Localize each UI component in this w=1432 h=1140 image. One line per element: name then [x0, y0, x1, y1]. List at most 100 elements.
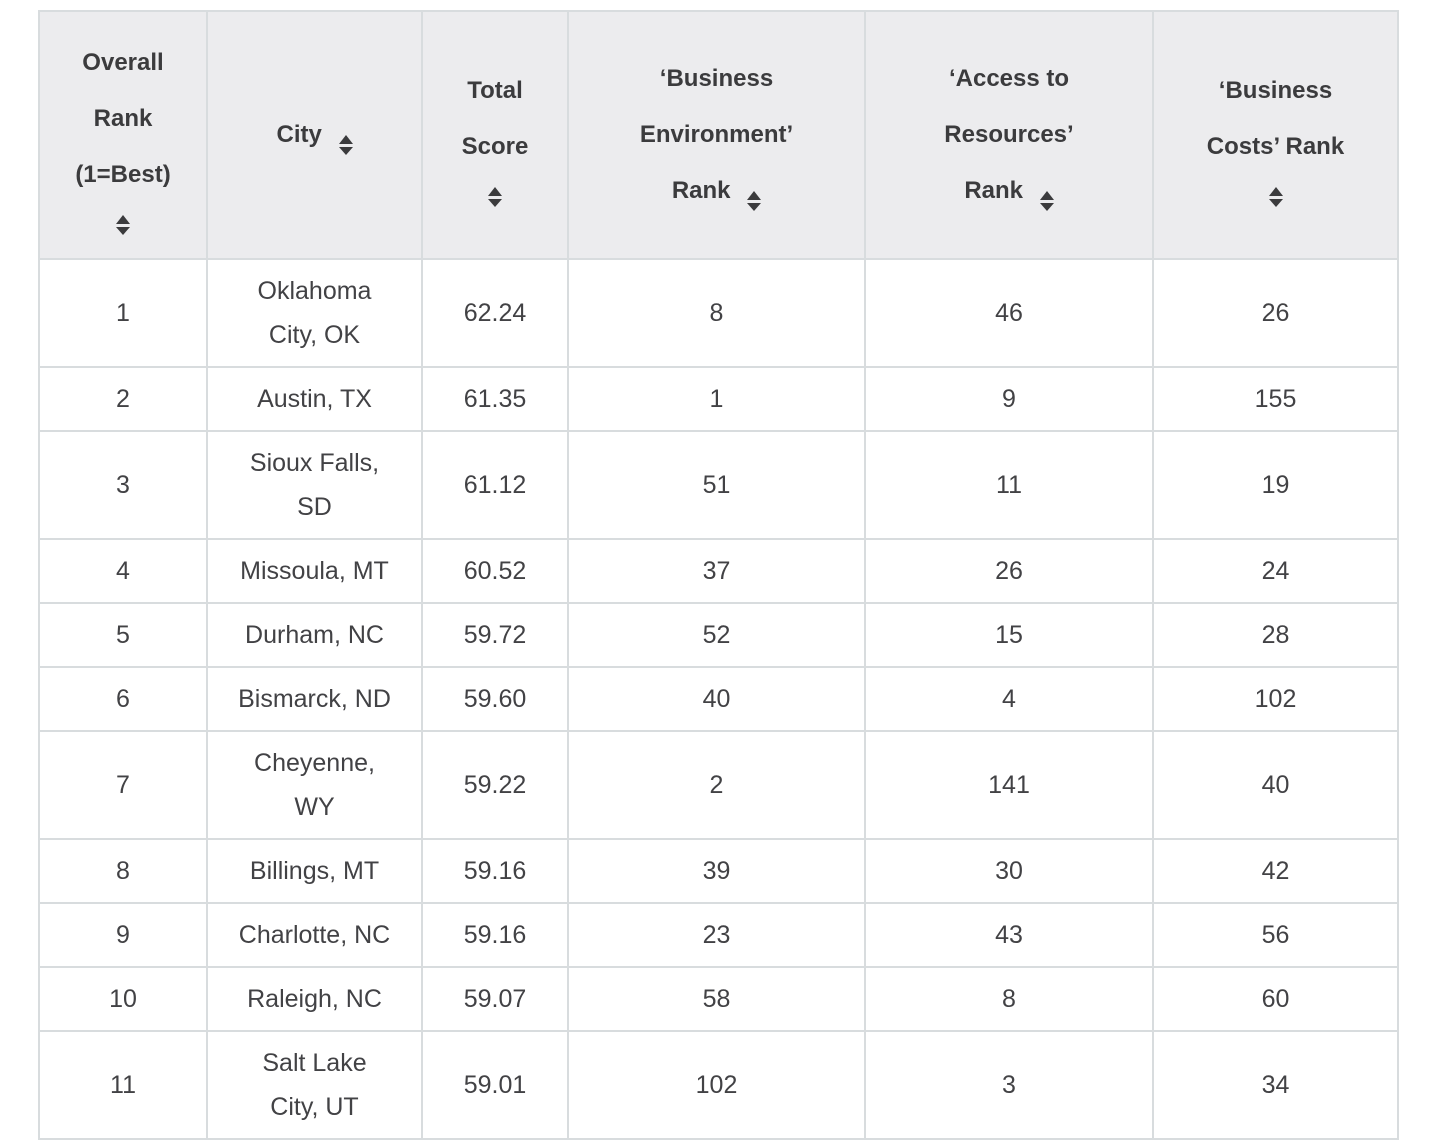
- access-to-resources-rank-cell: 141: [864, 730, 1154, 840]
- table-row: 8 Billings, MT 59.16 39 30 42: [38, 838, 1399, 904]
- column-header-label: ‘Business Environment’ Rank: [639, 65, 794, 204]
- city-cell: Austin, TX: [206, 366, 423, 432]
- table-row: 5 Durham, NC 59.72 52 15 28: [38, 602, 1399, 668]
- table-body: 1 Oklahoma City, OK 62.24 8 46 26 2 Austin, TX 6…: [38, 258, 1399, 1140]
- city-cell: Charlotte, NC: [206, 902, 423, 968]
- business-costs-rank-cell: 28: [1152, 602, 1399, 668]
- column-header-overall-rank[interactable]: Overall Rank (1=Best): [38, 10, 208, 260]
- sort-updown-icon[interactable]: [747, 191, 762, 211]
- business-environment-rank-cell: 58: [567, 966, 866, 1032]
- overall-rank-cell: 2: [38, 366, 208, 432]
- business-costs-rank-cell: 42: [1152, 838, 1399, 904]
- business-environment-rank-cell: 102: [567, 1030, 866, 1140]
- column-header-label: ‘Business Costs’ Rank: [1206, 77, 1345, 160]
- city-cell: Sioux Falls, SD: [206, 430, 423, 540]
- header-row: Overall Rank (1=Best) City Total Score ‘…: [38, 10, 1399, 260]
- rankings-table-container: Overall Rank (1=Best) City Total Score ‘…: [38, 10, 1399, 1140]
- business-costs-rank-cell: 26: [1152, 258, 1399, 368]
- column-header-label: City: [276, 121, 322, 148]
- overall-rank-cell: 8: [38, 838, 208, 904]
- table-row: 2 Austin, TX 61.35 1 9 155: [38, 366, 1399, 432]
- total-score-cell: 59.60: [421, 666, 569, 732]
- city-cell: Oklahoma City, OK: [206, 258, 423, 368]
- table-row: 7 Cheyenne, WY 59.22 2 141 40: [38, 730, 1399, 840]
- access-to-resources-rank-cell: 4: [864, 666, 1154, 732]
- total-score-cell: 61.35: [421, 366, 569, 432]
- column-header-business-costs-rank[interactable]: ‘Business Costs’ Rank: [1152, 10, 1399, 260]
- column-header-label: ‘Access to Resources’ Rank: [944, 65, 1074, 204]
- business-costs-rank-cell: 60: [1152, 966, 1399, 1032]
- table-row: 6 Bismarck, ND 59.60 40 4 102: [38, 666, 1399, 732]
- total-score-cell: 59.07: [421, 966, 569, 1032]
- overall-rank-cell: 10: [38, 966, 208, 1032]
- total-score-cell: 59.01: [421, 1030, 569, 1140]
- column-header-total-score[interactable]: Total Score: [421, 10, 569, 260]
- business-costs-rank-cell: 19: [1152, 430, 1399, 540]
- overall-rank-cell: 9: [38, 902, 208, 968]
- overall-rank-cell: 11: [38, 1030, 208, 1140]
- overall-rank-cell: 7: [38, 730, 208, 840]
- table-header: Overall Rank (1=Best) City Total Score ‘…: [38, 10, 1399, 260]
- access-to-resources-rank-cell: 43: [864, 902, 1154, 968]
- business-costs-rank-cell: 34: [1152, 1030, 1399, 1140]
- business-environment-rank-cell: 52: [567, 602, 866, 668]
- city-cell: Durham, NC: [206, 602, 423, 668]
- total-score-cell: 59.72: [421, 602, 569, 668]
- business-costs-rank-cell: 40: [1152, 730, 1399, 840]
- access-to-resources-rank-cell: 46: [864, 258, 1154, 368]
- table-row: 4 Missoula, MT 60.52 37 26 24: [38, 538, 1399, 604]
- sort-updown-icon[interactable]: [54, 215, 192, 235]
- table-row: 3 Sioux Falls, SD 61.12 51 11 19: [38, 430, 1399, 540]
- table-row: 11 Salt Lake City, UT 59.01 102 3 34: [38, 1030, 1399, 1140]
- access-to-resources-rank-cell: 3: [864, 1030, 1154, 1140]
- city-cell: Bismarck, ND: [206, 666, 423, 732]
- business-costs-rank-cell: 155: [1152, 366, 1399, 432]
- business-environment-rank-cell: 37: [567, 538, 866, 604]
- access-to-resources-rank-cell: 30: [864, 838, 1154, 904]
- overall-rank-cell: 4: [38, 538, 208, 604]
- city-cell: Raleigh, NC: [206, 966, 423, 1032]
- city-cell: Cheyenne, WY: [206, 730, 423, 840]
- access-to-resources-rank-cell: 8: [864, 966, 1154, 1032]
- business-environment-rank-cell: 23: [567, 902, 866, 968]
- business-environment-rank-cell: 40: [567, 666, 866, 732]
- business-costs-rank-cell: 56: [1152, 902, 1399, 968]
- overall-rank-cell: 5: [38, 602, 208, 668]
- total-score-cell: 60.52: [421, 538, 569, 604]
- column-header-label: Overall Rank (1=Best): [75, 49, 171, 188]
- column-header-business-environment-rank[interactable]: ‘Business Environment’ Rank: [567, 10, 866, 260]
- city-cell: Salt Lake City, UT: [206, 1030, 423, 1140]
- city-cell: Missoula, MT: [206, 538, 423, 604]
- total-score-cell: 61.12: [421, 430, 569, 540]
- rankings-table: Overall Rank (1=Best) City Total Score ‘…: [38, 10, 1399, 1140]
- access-to-resources-rank-cell: 15: [864, 602, 1154, 668]
- table-row: 1 Oklahoma City, OK 62.24 8 46 26: [38, 258, 1399, 368]
- column-header-access-to-resources-rank[interactable]: ‘Access to Resources’ Rank: [864, 10, 1154, 260]
- total-score-cell: 59.16: [421, 902, 569, 968]
- sort-updown-icon[interactable]: [437, 187, 553, 207]
- business-environment-rank-cell: 2: [567, 730, 866, 840]
- sort-updown-icon[interactable]: [338, 135, 353, 155]
- column-header-city[interactable]: City: [206, 10, 423, 260]
- access-to-resources-rank-cell: 26: [864, 538, 1154, 604]
- table-row: 9 Charlotte, NC 59.16 23 43 56: [38, 902, 1399, 968]
- access-to-resources-rank-cell: 11: [864, 430, 1154, 540]
- table-row: 10 Raleigh, NC 59.07 58 8 60: [38, 966, 1399, 1032]
- total-score-cell: 62.24: [421, 258, 569, 368]
- business-environment-rank-cell: 8: [567, 258, 866, 368]
- sort-updown-icon[interactable]: [1168, 187, 1383, 207]
- city-cell: Billings, MT: [206, 838, 423, 904]
- column-header-label: Total Score: [461, 77, 529, 160]
- overall-rank-cell: 1: [38, 258, 208, 368]
- business-costs-rank-cell: 24: [1152, 538, 1399, 604]
- total-score-cell: 59.16: [421, 838, 569, 904]
- business-environment-rank-cell: 39: [567, 838, 866, 904]
- business-environment-rank-cell: 51: [567, 430, 866, 540]
- total-score-cell: 59.22: [421, 730, 569, 840]
- business-costs-rank-cell: 102: [1152, 666, 1399, 732]
- overall-rank-cell: 6: [38, 666, 208, 732]
- sort-updown-icon[interactable]: [1039, 191, 1054, 211]
- business-environment-rank-cell: 1: [567, 366, 866, 432]
- access-to-resources-rank-cell: 9: [864, 366, 1154, 432]
- overall-rank-cell: 3: [38, 430, 208, 540]
